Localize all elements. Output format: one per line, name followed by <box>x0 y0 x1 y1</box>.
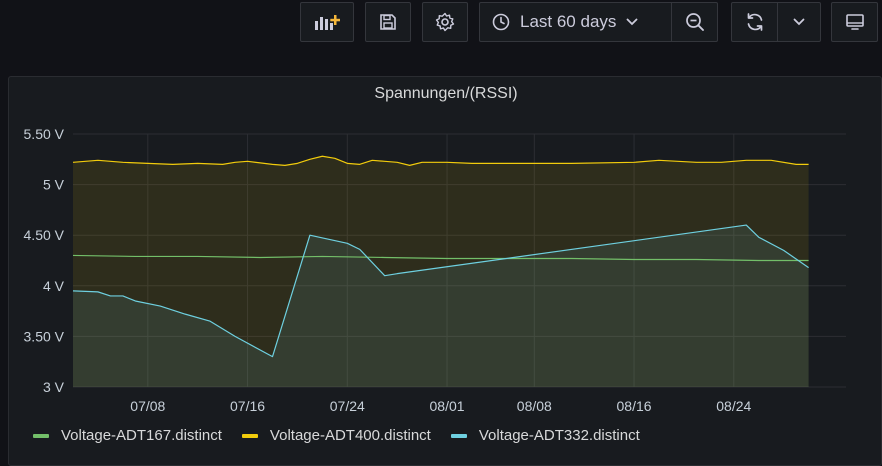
y-tick-label: 4.50 V <box>24 227 65 243</box>
legend-item[interactable]: Voltage-ADT400.distinct <box>241 427 431 444</box>
x-tick-label: 08/01 <box>430 398 465 414</box>
x-tick-label: 07/24 <box>330 398 365 414</box>
chevron-down-icon <box>626 18 638 26</box>
y-tick-label: 4 V <box>43 278 65 294</box>
add-panel-button[interactable] <box>300 2 354 42</box>
series-area-voltage-adt332 <box>73 225 809 387</box>
legend-swatch <box>33 433 49 438</box>
zoom-out-button[interactable] <box>671 2 718 42</box>
legend-swatch <box>450 433 467 438</box>
dashboard-settings-button[interactable] <box>422 2 468 42</box>
series-area-voltage-adt400 <box>73 156 809 387</box>
refresh-button[interactable] <box>731 2 778 42</box>
gear-icon <box>435 12 455 32</box>
x-tick-label: 07/16 <box>230 398 265 414</box>
chevron-down-icon <box>793 18 805 26</box>
add-panel-icon <box>314 13 340 31</box>
save-icon <box>379 13 397 31</box>
legend-label: Voltage-ADT332.distinct <box>478 427 640 444</box>
clock-icon <box>492 13 510 31</box>
save-dashboard-button[interactable] <box>365 2 411 42</box>
zoom-out-icon <box>685 12 705 32</box>
chart-legend: Voltage-ADT167.distinct Voltage-ADT400.di… <box>33 427 660 444</box>
series-line-voltage-adt167[interactable] <box>72 254 809 262</box>
panel-title[interactable]: Spannungen/(RSSI) <box>374 85 518 102</box>
y-tick-label: 5.50 V <box>24 126 65 142</box>
time-range-label: Last 60 days <box>520 12 617 31</box>
tv-mode-button[interactable] <box>831 2 878 42</box>
dashboard-toolbar: Last 60 days <box>0 0 882 50</box>
legend-label: Voltage-ADT167.distinct <box>61 427 222 444</box>
legend-item[interactable]: Voltage-ADT167.distinct <box>33 427 222 444</box>
y-tick-label: 5 V <box>43 177 65 193</box>
series-line-voltage-adt332[interactable] <box>72 224 809 358</box>
legend-label: Voltage-ADT400.distinct <box>269 427 431 444</box>
x-tick-label: 08/08 <box>517 398 552 414</box>
x-tick-label: 07/08 <box>130 398 165 414</box>
x-tick-label: 08/16 <box>617 398 652 414</box>
monitor-icon <box>845 13 865 31</box>
y-tick-label: 3.50 V <box>24 328 65 344</box>
refresh-interval-dropdown[interactable] <box>777 2 821 42</box>
graph-panel: Spannungen/(RSSI) <box>8 76 882 466</box>
refresh-icon <box>745 12 765 32</box>
legend-swatch <box>241 433 258 438</box>
x-tick-label: 08/24 <box>716 398 751 414</box>
y-tick-label: 3 V <box>43 379 65 395</box>
legend-item[interactable]: Voltage-ADT332.distinct <box>450 427 640 444</box>
series-line-voltage-adt400[interactable] <box>72 155 809 166</box>
